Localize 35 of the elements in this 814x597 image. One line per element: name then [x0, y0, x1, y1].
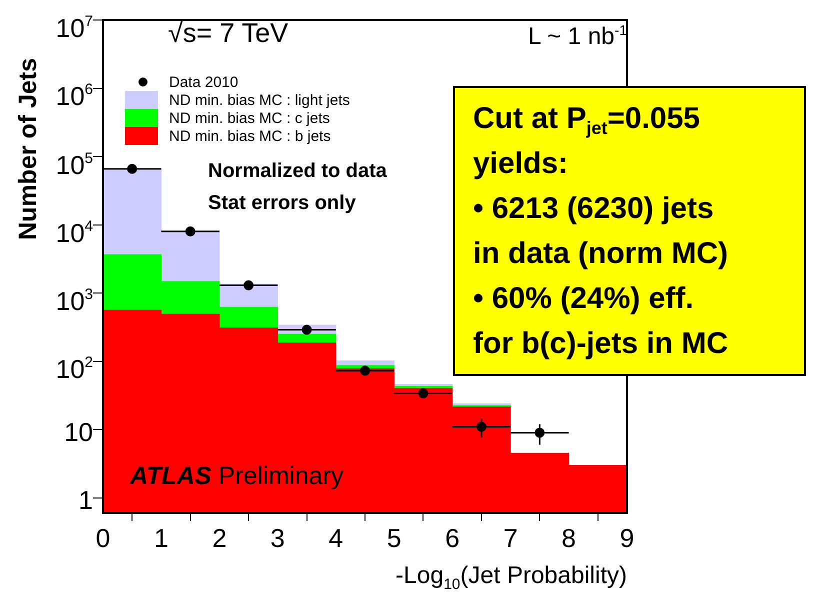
x-tick-label: 6	[444, 523, 461, 553]
y-tick-label: 10$^{3}$	[54, 285, 93, 316]
annotation: Stat errors only	[208, 192, 356, 215]
legend-label: ND min. bias MC : b jets	[169, 128, 331, 146]
x-tick-label: 5	[386, 523, 402, 553]
annotation: L ~ 1 nb$^{-1}$	[528, 22, 627, 51]
y-tick-label: 10$^{7}$	[54, 12, 93, 43]
x-tick-label: 3	[269, 523, 286, 553]
y-tick-label: 10$^{6}$	[56, 81, 93, 112]
y-tick-label: 1	[78, 484, 93, 515]
y-tick-label: 10	[63, 416, 93, 447]
annotation: Normalized to data	[208, 160, 387, 183]
annotation: √s= 7 TeV	[168, 18, 288, 49]
x-tick-label: 7	[502, 523, 519, 553]
annotation: for b(c)-jets in MC	[473, 326, 729, 362]
legend-label: ND min. bias MC : c jets	[169, 110, 330, 128]
annotation: Cut at P$_{jet}$=0.055	[473, 101, 701, 140]
annotation: yields:	[473, 146, 570, 182]
legend-label: Data 2010	[169, 74, 238, 92]
y-tick-label: 10$^{2}$	[54, 353, 93, 384]
x-tick-label: 4	[328, 523, 344, 553]
legend-label: ND min. bias MC : light jets	[169, 92, 350, 110]
annotation: • 60% (24%) eff.	[473, 281, 695, 317]
x-tick-label: 2	[211, 523, 228, 553]
annotation: • 6213 (6230) jets	[473, 191, 715, 227]
y-tick-label: 10$^{4}$	[56, 218, 93, 248]
x-tick-label: 0	[94, 523, 112, 553]
y-axis-title: Number of Jets	[14, 58, 43, 240]
annotation: in data (norm MC)	[473, 236, 729, 272]
x-tick-label: 8	[560, 523, 577, 553]
x-tick-label: 1	[152, 523, 170, 553]
y-tick-label: 10$^{5}$	[56, 150, 93, 180]
x-axis-title: -Log$_{10}$(Jet Probability)	[396, 562, 627, 593]
annotation: ATLAS Preliminary	[130, 462, 344, 491]
x-tick-label: 9	[618, 523, 636, 553]
